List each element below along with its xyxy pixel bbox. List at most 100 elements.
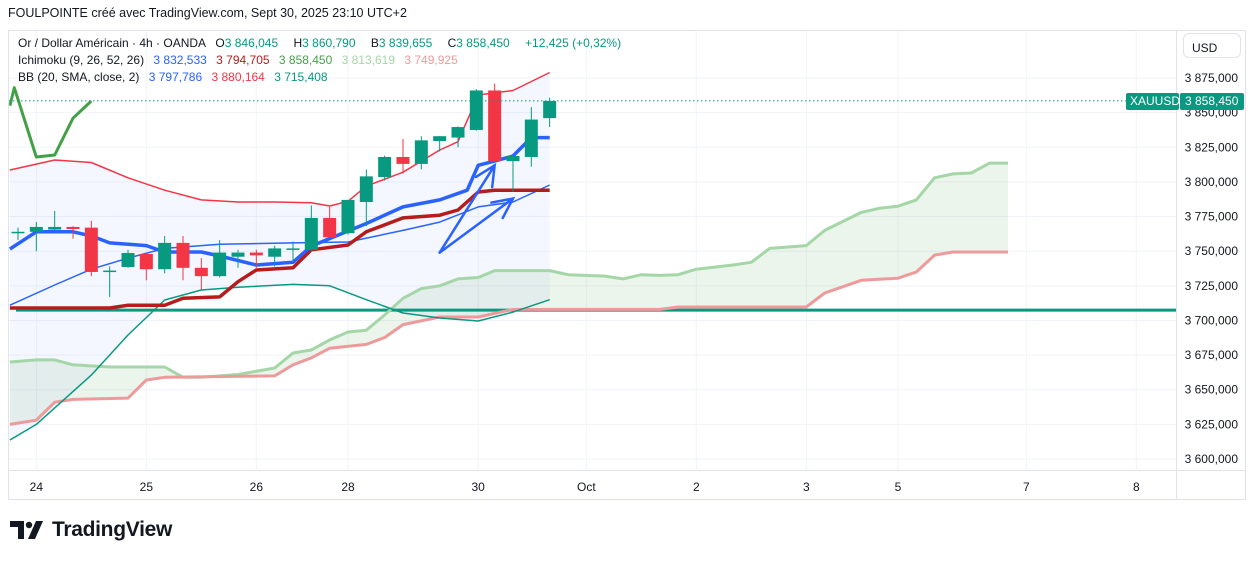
candle xyxy=(139,253,153,281)
candle-body xyxy=(48,226,62,230)
candle-body xyxy=(249,252,263,256)
candle xyxy=(469,89,483,131)
candle xyxy=(323,206,337,238)
candle xyxy=(341,199,355,235)
candle xyxy=(121,249,135,268)
close-value: 3 858,450 xyxy=(456,36,510,50)
legend: Or / Dollar Américain · 4h · OANDA O3 84… xyxy=(18,35,627,86)
series-kijun xyxy=(9,188,550,310)
x-axis-tick-label: 7 xyxy=(1023,480,1030,494)
open-label: O xyxy=(215,36,225,50)
x-axis-tick-label: 5 xyxy=(895,480,902,494)
bb-basis: 3 797,786 xyxy=(148,70,203,84)
candle-body xyxy=(268,248,282,257)
candle-body xyxy=(29,226,43,232)
y-axis-tick-label: 3 625,000 xyxy=(1185,417,1239,431)
x-axis-tick-label: 25 xyxy=(140,480,154,494)
bb-upper: 3 880,164 xyxy=(211,70,265,84)
series-bb-lower xyxy=(9,283,550,441)
low-value: 3 839,655 xyxy=(378,36,433,50)
candle-body xyxy=(506,156,520,162)
candle xyxy=(268,245,282,267)
x-axis-tick-label: 30 xyxy=(471,480,485,494)
x-axis-tick-label: 28 xyxy=(341,480,355,494)
legend-symbol-row: Or / Dollar Américain · 4h · OANDA O3 84… xyxy=(18,35,627,52)
candle-body xyxy=(176,242,190,268)
low-label: B xyxy=(370,36,379,50)
y-axis-tick-label: 3 775,000 xyxy=(1185,210,1239,224)
candle-body xyxy=(304,217,318,250)
drawing-arrow xyxy=(438,162,497,254)
close-label: C xyxy=(447,36,457,50)
ichimoku-label[interactable]: Ichimoku (9, 26, 52, 26) xyxy=(18,53,145,67)
candle-body xyxy=(158,242,172,270)
chart-title: FOULPOINTE créé avec TradingView.com, Se… xyxy=(8,6,407,20)
series-chikou xyxy=(9,86,93,159)
candle xyxy=(414,136,428,170)
y-axis-tick-label: 3 750,000 xyxy=(1185,244,1239,258)
candle xyxy=(304,205,318,252)
tradingview-logo-text: TradingView xyxy=(52,518,173,541)
candle-body xyxy=(103,270,117,273)
candle-body xyxy=(524,119,538,157)
x-axis-tick-label: Oct xyxy=(577,480,596,494)
candle xyxy=(359,169,373,227)
x-axis-tick-label: 8 xyxy=(1133,480,1140,494)
series-senkou-b xyxy=(9,250,1008,426)
candle xyxy=(48,211,62,231)
candle xyxy=(396,138,410,174)
candle xyxy=(286,241,300,261)
y-axis-tick-label: 3 700,000 xyxy=(1185,313,1239,327)
y-axis-tick-label: 3 875,000 xyxy=(1185,71,1239,85)
candle xyxy=(451,126,465,148)
candle xyxy=(378,155,392,181)
x-axis-tick-label: 26 xyxy=(250,480,264,494)
tradingview-logo-icon xyxy=(10,521,43,539)
candle-body xyxy=(286,248,300,250)
legend-symbol[interactable]: Or / Dollar Américain · 4h · OANDA xyxy=(18,36,207,50)
y-axis-tick-label: 3 725,000 xyxy=(1185,279,1239,293)
candle-body xyxy=(451,127,465,138)
candle xyxy=(103,266,117,297)
tradingview-logo[interactable]: TradingView xyxy=(10,518,172,542)
x-axis-tick-label: 2 xyxy=(693,480,700,494)
candle-body xyxy=(66,226,80,230)
candle xyxy=(29,222,43,252)
high-label: H xyxy=(293,36,303,50)
bb-label[interactable]: BB (20, SMA, close, 2) xyxy=(18,70,140,84)
ichimoku-chikou: 3 858,450 xyxy=(278,53,333,67)
x-axis-tick-label: 3 xyxy=(803,480,810,494)
last-price-tag: 3 858,450 xyxy=(1180,93,1244,110)
candle-body xyxy=(323,217,337,238)
candle-body xyxy=(121,252,135,267)
high-value: 3 860,790 xyxy=(302,36,356,50)
candle-body xyxy=(488,90,502,162)
candle-body xyxy=(139,253,153,270)
x-axis-tick-label: 24 xyxy=(30,480,44,494)
candle xyxy=(213,240,227,278)
chart-frame xyxy=(8,30,1246,500)
plot-area xyxy=(9,31,1176,470)
candle-body xyxy=(359,176,373,203)
candle-body xyxy=(213,252,227,277)
candle-body xyxy=(231,252,245,257)
ichimoku-kijun: 3 794,705 xyxy=(216,53,270,67)
bb-lower: 3 715,408 xyxy=(274,70,328,84)
candle-body xyxy=(414,140,428,164)
symbol-tag: XAUUSD xyxy=(1126,93,1180,110)
currency-button[interactable]: USD xyxy=(1183,33,1241,58)
candle-body xyxy=(84,227,98,272)
candle-body xyxy=(194,267,208,277)
candle xyxy=(158,235,172,274)
candle xyxy=(433,136,447,152)
candle xyxy=(524,107,538,167)
open-value: 3 846,045 xyxy=(224,36,279,50)
ichimoku-tenkan: 3 832,533 xyxy=(153,53,207,67)
candle xyxy=(11,227,25,241)
candle xyxy=(488,83,502,162)
candle xyxy=(194,258,208,290)
candle-body xyxy=(543,100,557,119)
ichimoku-span-b: 3 749,925 xyxy=(404,53,458,67)
ichimoku-cloud-fill xyxy=(9,163,1008,425)
